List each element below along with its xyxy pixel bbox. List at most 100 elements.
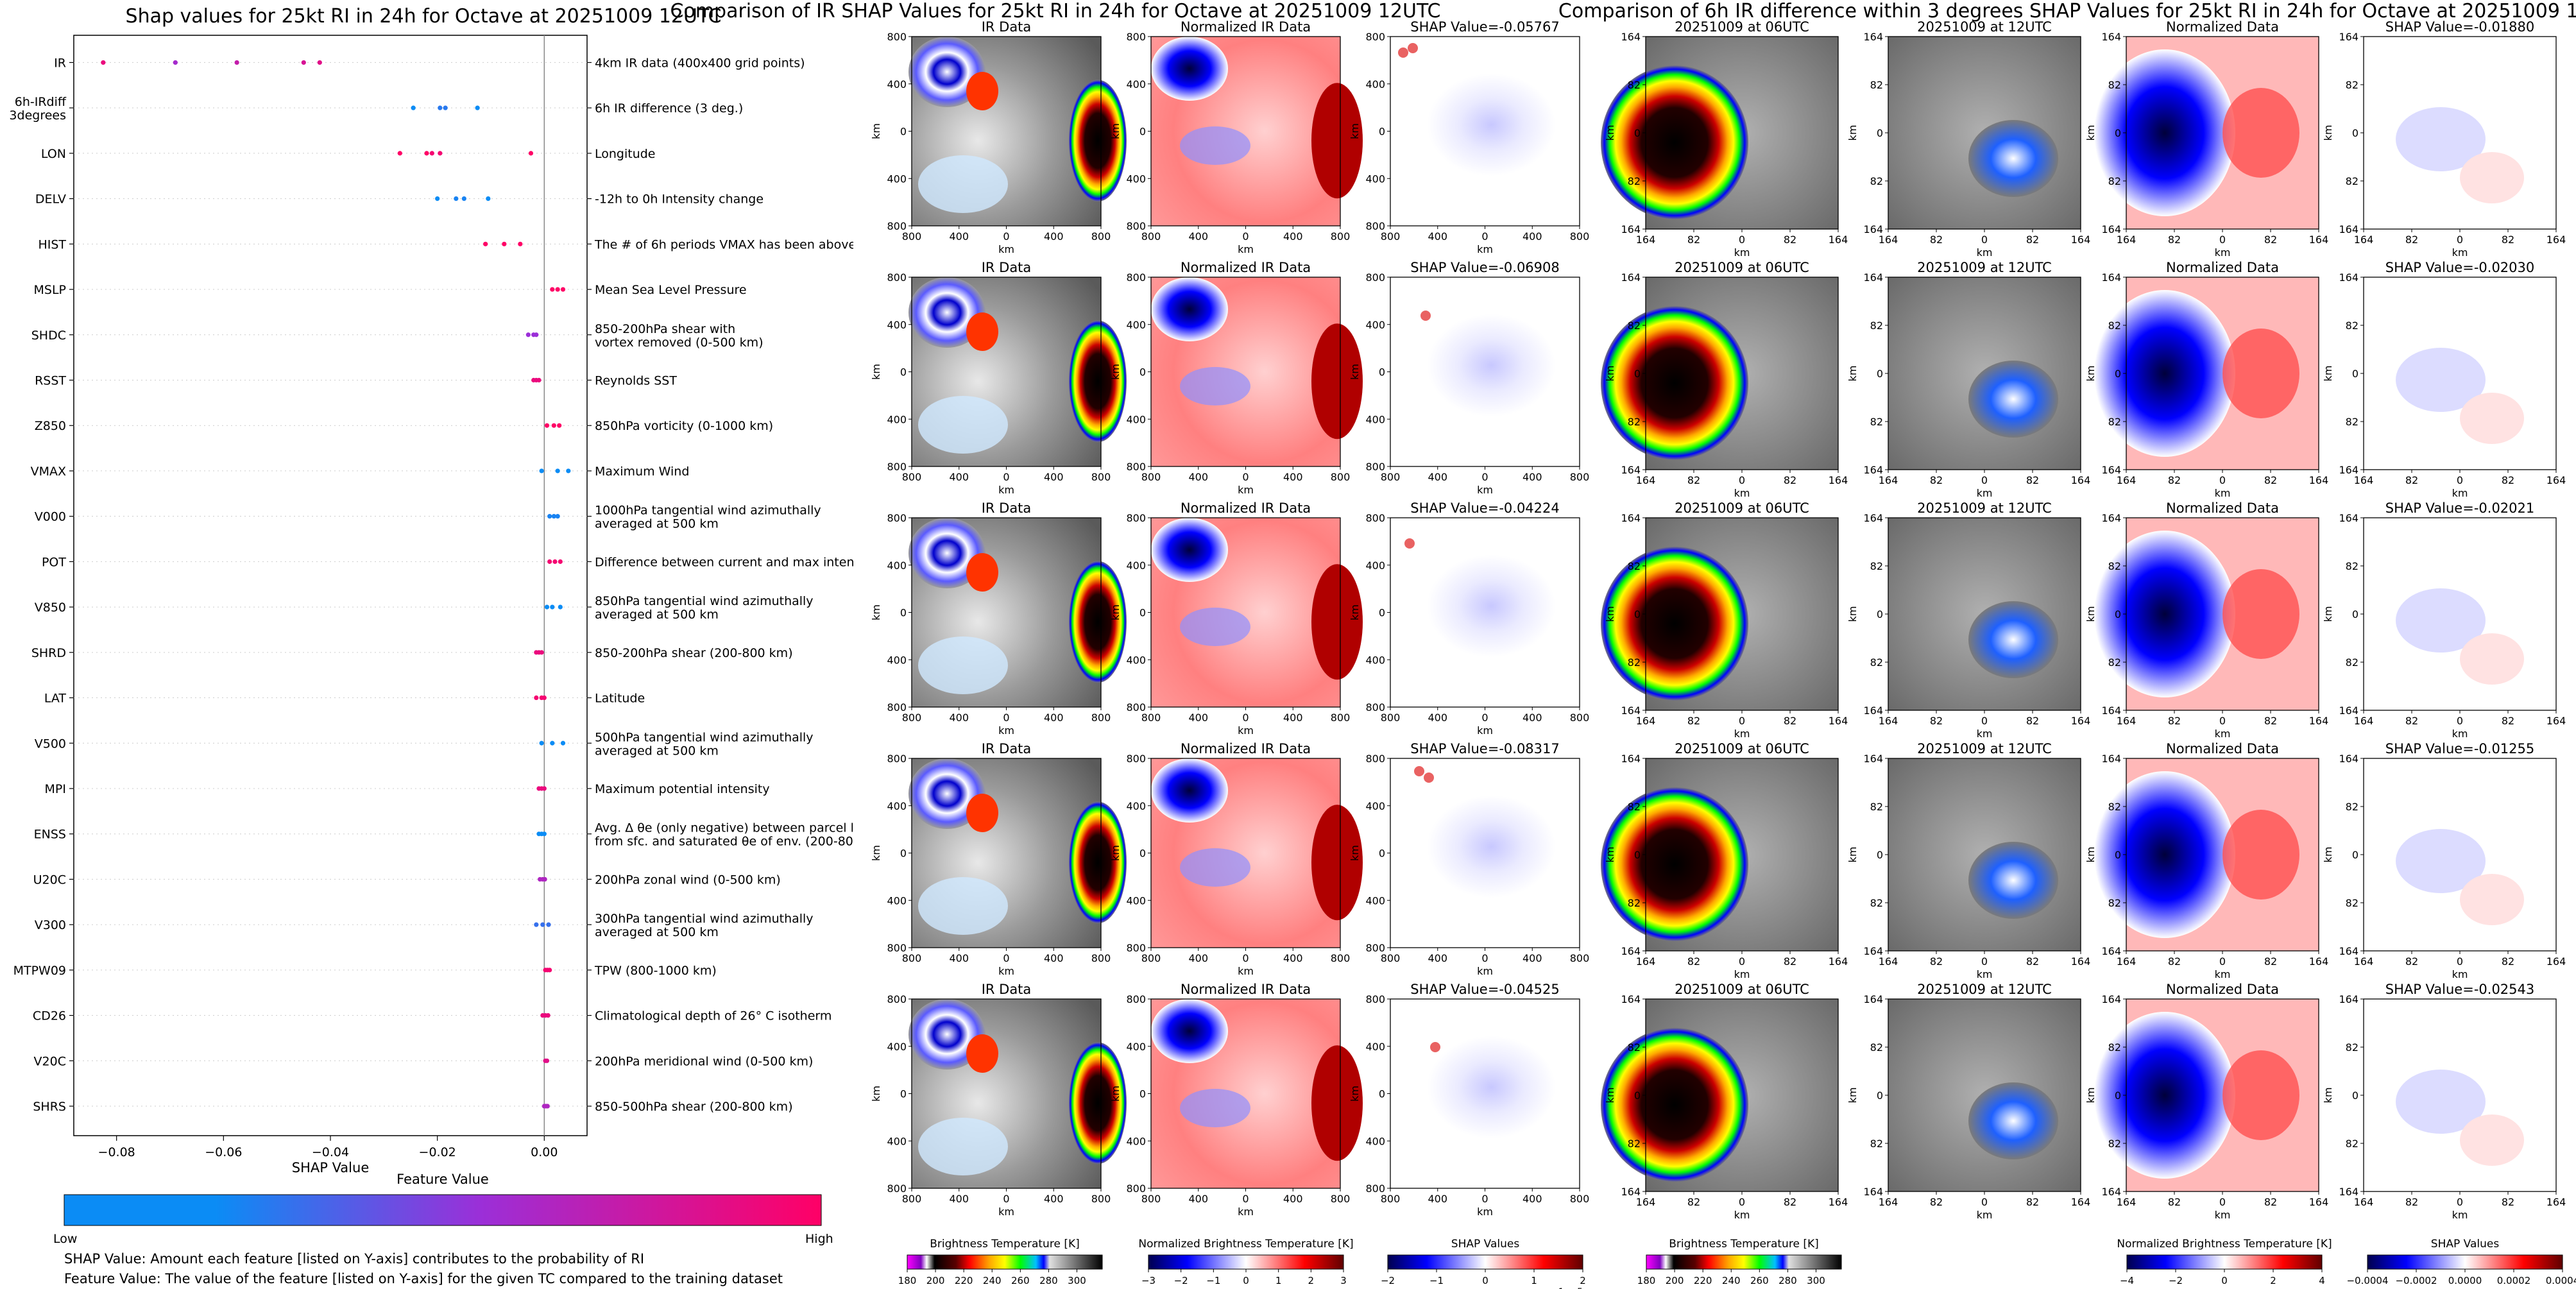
y-tick-label: 82 xyxy=(1628,320,1641,332)
x-tick-label: 164 xyxy=(1636,715,1656,727)
y-tick-label: 400 xyxy=(1126,78,1146,90)
x-tick-label: 400 xyxy=(1523,230,1542,243)
x-tick-label: 400 xyxy=(1523,1193,1542,1205)
x-tick-label: 82 xyxy=(1930,234,1943,246)
feature-name: V500 xyxy=(35,737,66,751)
colorbar xyxy=(2126,1254,2323,1270)
y-axis-label: km xyxy=(1847,847,1859,863)
y-tick-label: 800 xyxy=(887,31,907,43)
diff-shap-title: SHAP Value=-0.01255 xyxy=(2385,741,2535,756)
y-tick-label: 82 xyxy=(1870,416,1883,428)
feature-description: 4km IR data (400x400 grid points) xyxy=(595,56,805,70)
feature-description: 850-500hPa shear (200-800 km) xyxy=(595,1100,793,1114)
y-tick-label: 82 xyxy=(2346,897,2358,909)
shap-point xyxy=(558,559,563,564)
x-tick-label: 82 xyxy=(2405,1196,2418,1208)
shap-point xyxy=(542,695,547,701)
colorbar-tick-label: 240 xyxy=(1722,1275,1741,1286)
shap-note: SHAP Value: Amount each feature [listed … xyxy=(64,1251,645,1267)
x-axis-label: km xyxy=(1977,487,1993,499)
diff-normalized-warm xyxy=(2222,88,2299,178)
x-tick-label: 164 xyxy=(1829,474,1848,486)
y-tick-label: 82 xyxy=(2346,1138,2358,1150)
x-tick-label: 0 xyxy=(1739,474,1745,486)
y-tick-label: 800 xyxy=(887,271,907,284)
feature-name: IR xyxy=(54,56,66,70)
x-tick-label: 800 xyxy=(1331,471,1351,483)
y-tick-label: 800 xyxy=(1126,701,1146,713)
feature-colorbar xyxy=(64,1194,822,1226)
x-tick-label: 0 xyxy=(2457,715,2463,727)
y-tick-label: 82 xyxy=(1628,801,1641,813)
diff-12utc-cloud xyxy=(1968,1082,2058,1159)
y-tick-label: 82 xyxy=(1628,416,1641,428)
x-tick-label: 800 xyxy=(1331,230,1351,243)
feature-description: 200hPa meridional wind (0-500 km) xyxy=(595,1054,813,1068)
normalized-cool-band xyxy=(1180,367,1250,405)
y-tick-label: 82 xyxy=(1870,79,1883,91)
y-tick-label: 164 xyxy=(2101,271,2121,284)
y-axis-label: km xyxy=(1109,364,1122,380)
y-tick-label: 800 xyxy=(1365,512,1385,524)
x-tick-label: 164 xyxy=(2354,955,2374,968)
x-axis-label: km xyxy=(1477,243,1493,255)
y-tick-label: 0 xyxy=(1379,1088,1385,1100)
y-tick-label: 800 xyxy=(1365,31,1385,43)
x-tick-label: 400 xyxy=(1044,230,1064,243)
colorbar-tick-label: 300 xyxy=(1807,1275,1825,1286)
y-tick-label: 0 xyxy=(2115,849,2121,861)
feature-description: -12h to 0h Intensity change xyxy=(595,192,763,207)
y-tick-label: 82 xyxy=(1870,560,1883,572)
x-tick-label: 800 xyxy=(1141,712,1161,724)
y-tick-label: 0 xyxy=(2352,849,2358,861)
colorbar-low-label: Low xyxy=(53,1232,77,1246)
feature-description: Difference between current and max inten… xyxy=(595,555,853,569)
feature-description: TPW (800-1000 km) xyxy=(594,964,717,978)
diff-shap-blob xyxy=(2396,1070,2486,1134)
x-tick-label: 82 xyxy=(2168,1196,2181,1208)
ir-shap-hotspot xyxy=(1408,43,1418,53)
y-tick-label: 0 xyxy=(2115,368,2121,380)
x-tick-label: 400 xyxy=(1044,1193,1064,1205)
shap-point xyxy=(534,332,539,337)
x-tick-label: 0 xyxy=(1981,234,1988,246)
y-tick-label: 800 xyxy=(887,753,907,765)
colorbar-tick-label: −3 xyxy=(1141,1275,1156,1286)
y-tick-label: 164 xyxy=(2339,31,2358,43)
y-tick-label: 400 xyxy=(887,78,907,90)
feature-description: The # of 6h periods VMAX has been above … xyxy=(594,237,853,252)
y-axis-label: km xyxy=(1109,123,1122,139)
y-tick-label: 82 xyxy=(2108,175,2121,187)
y-axis-label: km xyxy=(870,1086,882,1102)
x-tick-label: 82 xyxy=(2502,715,2514,727)
shap-point xyxy=(545,1104,550,1109)
x-tick-label: 0 xyxy=(1481,712,1488,724)
x-tick-label: 164 xyxy=(2309,715,2329,727)
y-tick-label: 82 xyxy=(2346,656,2358,669)
x-tick-label: 0 xyxy=(1481,471,1488,483)
x-tick-label: 800 xyxy=(1570,471,1590,483)
x-tick-label: 400 xyxy=(1428,230,1447,243)
shap-point xyxy=(539,740,544,746)
x-tick-label: 800 xyxy=(902,712,922,724)
x-axis-label: km xyxy=(1734,487,1750,499)
x-tick-label: 400 xyxy=(1283,952,1303,964)
y-axis-label: km xyxy=(1349,364,1361,380)
x-tick-label: 164 xyxy=(2354,715,2374,727)
y-tick-label: 800 xyxy=(1365,993,1385,1005)
y-tick-label: 82 xyxy=(1628,1041,1641,1054)
y-axis-label: km xyxy=(2322,366,2334,382)
y-tick-label: 164 xyxy=(2101,464,2121,476)
feature-name: HIST xyxy=(38,237,66,252)
ir-shap-hotspot xyxy=(1404,538,1415,549)
x-tick-label: 800 xyxy=(1091,712,1111,724)
y-tick-label: 82 xyxy=(1870,1041,1883,1054)
colorbar-tick-label: −1 xyxy=(1429,1275,1444,1286)
diff-shap-blob xyxy=(2396,829,2486,893)
y-tick-label: 400 xyxy=(1365,413,1385,425)
y-tick-label: 0 xyxy=(2352,127,2358,139)
shap-x-axis-label: SHAP Value xyxy=(292,1160,370,1175)
diff-normalized-cold xyxy=(2094,49,2235,216)
feature-description: Climatological depth of 26° C isotherm xyxy=(595,1009,832,1023)
